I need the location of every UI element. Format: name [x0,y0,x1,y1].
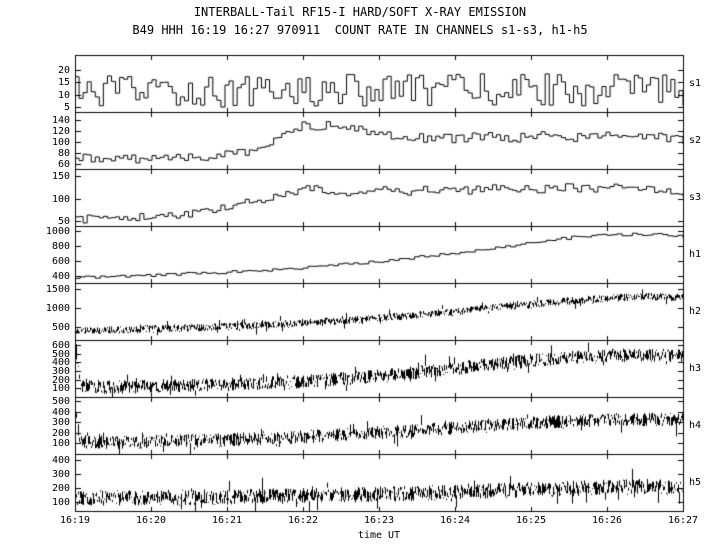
chart-title: INTERBALL-Tail RF15-I HARD/SOFT X-RAY EM… [193,5,527,19]
y-tick-label: 200 [51,374,70,386]
channel-label: h3 [689,362,702,374]
channel-label: h1 [689,248,702,260]
channel-label: s3 [689,191,702,203]
y-tick-label: 800 [51,240,70,252]
y-tick-label: 60 [57,158,70,170]
x-tick-label: 16:25 [515,515,547,526]
x-tick-label: 16:23 [363,515,395,526]
y-tick-label: 100 [51,136,70,148]
y-tick-label: 5 [63,101,70,113]
channel-label: s2 [689,134,702,146]
x-axis-label: time UT [357,530,401,541]
y-tick-label: 50 [57,215,70,227]
y-tick-label: 400 [51,270,70,282]
y-tick-label: 500 [51,321,70,333]
y-tick-label: 100 [51,382,70,394]
y-tick-label: 200 [51,427,70,439]
y-tick-label: 80 [57,147,70,159]
y-tick-label: 600 [51,339,70,351]
x-tick-label: 16:27 [667,515,699,526]
y-tick-label: 120 [51,125,70,137]
x-tick-label: 16:19 [59,515,91,526]
y-tick-label: 200 [51,482,70,494]
channel-label: h2 [689,305,702,317]
y-tick-label: 300 [51,365,70,377]
y-tick-label: 100 [51,193,70,205]
x-tick-label: 16:21 [211,515,243,526]
x-tick-label: 16:26 [591,515,623,526]
channel-label: h4 [689,419,702,431]
y-tick-label: 1000 [45,302,70,314]
x-tick-label: 16:22 [287,515,319,526]
y-tick-label: 500 [51,348,70,360]
y-tick-label: 1000 [45,225,70,237]
y-tick-label: 1500 [45,283,70,295]
y-tick-label: 400 [51,454,70,466]
x-tick-label: 16:24 [439,515,471,526]
y-tick-label: 300 [51,468,70,480]
y-tick-label: 400 [51,406,70,418]
chart-subtitle: B49 HHH 16:19 16:27 970911 COUNT RATE IN… [132,23,588,37]
y-tick-label: 100 [51,437,70,449]
y-tick-label: 100 [51,496,70,508]
y-tick-label: 140 [51,114,70,126]
y-tick-label: 150 [51,170,70,182]
x-tick-label: 16:20 [135,515,167,526]
channel-label: h5 [689,476,702,488]
y-tick-label: 10 [57,89,70,101]
y-tick-label: 20 [57,64,70,76]
y-tick-label: 500 [51,395,70,407]
y-tick-label: 600 [51,255,70,267]
y-tick-label: 300 [51,416,70,428]
y-tick-label: 15 [57,76,70,88]
y-tick-label: 400 [51,356,70,368]
channel-label: s1 [689,77,702,89]
